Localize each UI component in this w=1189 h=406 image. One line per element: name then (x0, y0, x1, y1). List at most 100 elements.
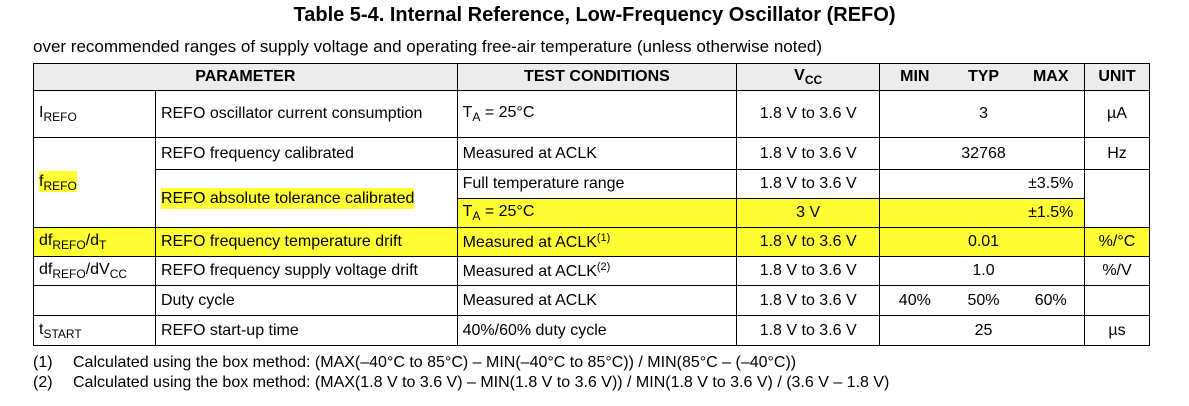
table-cell (1017, 90, 1085, 138)
subscript: REFO (43, 178, 77, 193)
superscript: (2) (596, 261, 611, 273)
table-cell: 1.8 V to 3.6 V (736, 137, 881, 170)
table-cell: 25 (949, 315, 1018, 346)
table-row: tSTART REFO start-up time 40%/60% duty c… (33, 315, 1151, 346)
subscript: A (472, 209, 481, 223)
column-header: UNIT (1083, 63, 1151, 91)
table-cell (1083, 169, 1151, 228)
table-cell: ±1.5% (1017, 198, 1085, 228)
table-row: TA = 25°C 3 V ±1.5% (34, 198, 1150, 228)
table-cell: µs (1083, 315, 1151, 346)
table-cell: tSTART (33, 315, 156, 346)
table-cell (949, 169, 1018, 199)
text: t (39, 320, 44, 338)
table-cell: ±3.5% (1017, 169, 1085, 199)
column-header: MAX (1017, 63, 1085, 91)
text: /dV (85, 261, 110, 278)
text: REFO absolute tolerance calibrated (160, 187, 415, 209)
table-cell (879, 198, 950, 228)
table-row: dfREFO/dT REFO frequency temperature dri… (33, 227, 1151, 257)
table-cell (879, 169, 950, 199)
table-cell (1017, 227, 1085, 257)
text: /d (85, 232, 100, 249)
text: f (39, 172, 44, 190)
table-row: REFO absolute tolerance calibrated Full … (34, 169, 1151, 228)
table-cell: dfREFO/dT (33, 227, 156, 257)
table-row: IREFO REFO oscillator current consumptio… (33, 90, 1151, 138)
table-cell: REFO frequency calibrated (154, 137, 458, 170)
table-cell: REFO absolute tolerance calibrated (154, 169, 458, 228)
subscript: REFO (52, 238, 86, 252)
table-cell (879, 256, 950, 286)
table-cell: Full temperature range (456, 169, 738, 199)
table-cell (879, 315, 950, 346)
text: Measured at ACLK (462, 263, 597, 280)
table-cell: REFO frequency supply voltage drift (154, 256, 458, 286)
text: Measured at ACLK (462, 234, 597, 251)
footnote: (2) Calculated using the box method: (MAX… (33, 374, 889, 392)
element: PARAMETER TEST CONDITIONS VCC MIN TYP MA… (33, 63, 1151, 346)
table-cell: Measured at ACLK(2) (456, 256, 738, 286)
table-cell (1017, 256, 1085, 286)
table-cell: TA = 25°C (456, 90, 738, 138)
table-cell: 1.8 V to 3.6 V (736, 285, 881, 316)
table-cell: 1.8 V to 3.6 V (736, 315, 881, 346)
table-cell (1083, 285, 1151, 316)
table-cell: 1.8 V to 3.6 V (736, 227, 881, 257)
table-cell: 1.8 V to 3.6 V (736, 90, 881, 138)
footnote: (1) Calculated using the box method: (MAX… (33, 354, 796, 372)
table-cell: 1.8 V to 3.6 V (736, 169, 881, 199)
table-cell: 32768 (949, 137, 1018, 170)
table-cell: dfREFO/dVCC (33, 256, 156, 286)
table-cell (879, 227, 950, 257)
table-cell (1017, 315, 1085, 346)
subscript: START (43, 326, 82, 341)
text: (1) (33, 354, 53, 371)
table-cell: IREFO (33, 90, 156, 138)
subscript: CC (109, 267, 128, 281)
table-row: dfREFO/dVCC REFO frequency supply voltag… (33, 256, 1151, 286)
table-row: PARAMETER TEST CONDITIONS VCC MIN TYP MA… (33, 63, 1151, 91)
text: (2) (33, 374, 53, 391)
table-title: Table 5-4. Internal Reference, Low-Frequ… (293, 4, 896, 26)
table-cell: 60% (1017, 285, 1085, 316)
text: Calculated using the box method: (MAX(1.… (73, 374, 890, 391)
column-header: VCC (736, 63, 881, 91)
text: fREFO (39, 170, 77, 193)
table-cell: 50% (949, 285, 1018, 316)
table-cell: µA (1083, 90, 1151, 138)
text: T (462, 104, 473, 121)
table-cell: 3 V (736, 198, 881, 228)
table-row: fREFO REFO frequency calibrated Measured… (33, 137, 1151, 228)
table-cell: Hz (1083, 137, 1151, 170)
column-header: PARAMETER (33, 63, 458, 91)
text: = 25°C (480, 203, 535, 220)
column-header: TYP (949, 63, 1018, 91)
superscript: (1) (596, 232, 611, 244)
table-cell: REFO frequency temperature drift (154, 227, 458, 257)
table-subtitle: over recommended ranges of supply voltag… (33, 37, 823, 56)
table-cell: fREFO (33, 137, 156, 228)
table-cell: TA = 25°C (456, 198, 738, 228)
table-cell: 3 (949, 90, 1018, 138)
table-cell (33, 285, 156, 316)
table-cell: REFO oscillator current consumption (154, 90, 458, 138)
text: Calculated using the box method: (MAX(–4… (73, 354, 797, 371)
subscript: REFO (52, 267, 86, 281)
column-header: TEST CONDITIONS (456, 63, 738, 91)
table-cell: 0.01 (949, 227, 1018, 257)
table-cell: Measured at ACLK (456, 137, 738, 170)
table-cell: Measured at ACLK(1) (456, 227, 738, 257)
text: T (462, 203, 473, 220)
table-cell: REFO start-up time (154, 315, 458, 346)
table-cell: %/°C (1083, 227, 1151, 257)
text: = 25°C (480, 104, 535, 121)
table-cell: %/V (1083, 256, 1151, 286)
table-cell (879, 90, 950, 138)
subscript: T (99, 238, 107, 252)
table-cell: 1.0 (949, 256, 1018, 286)
table-cell: Duty cycle (154, 285, 458, 316)
subscript: CC (804, 73, 823, 87)
